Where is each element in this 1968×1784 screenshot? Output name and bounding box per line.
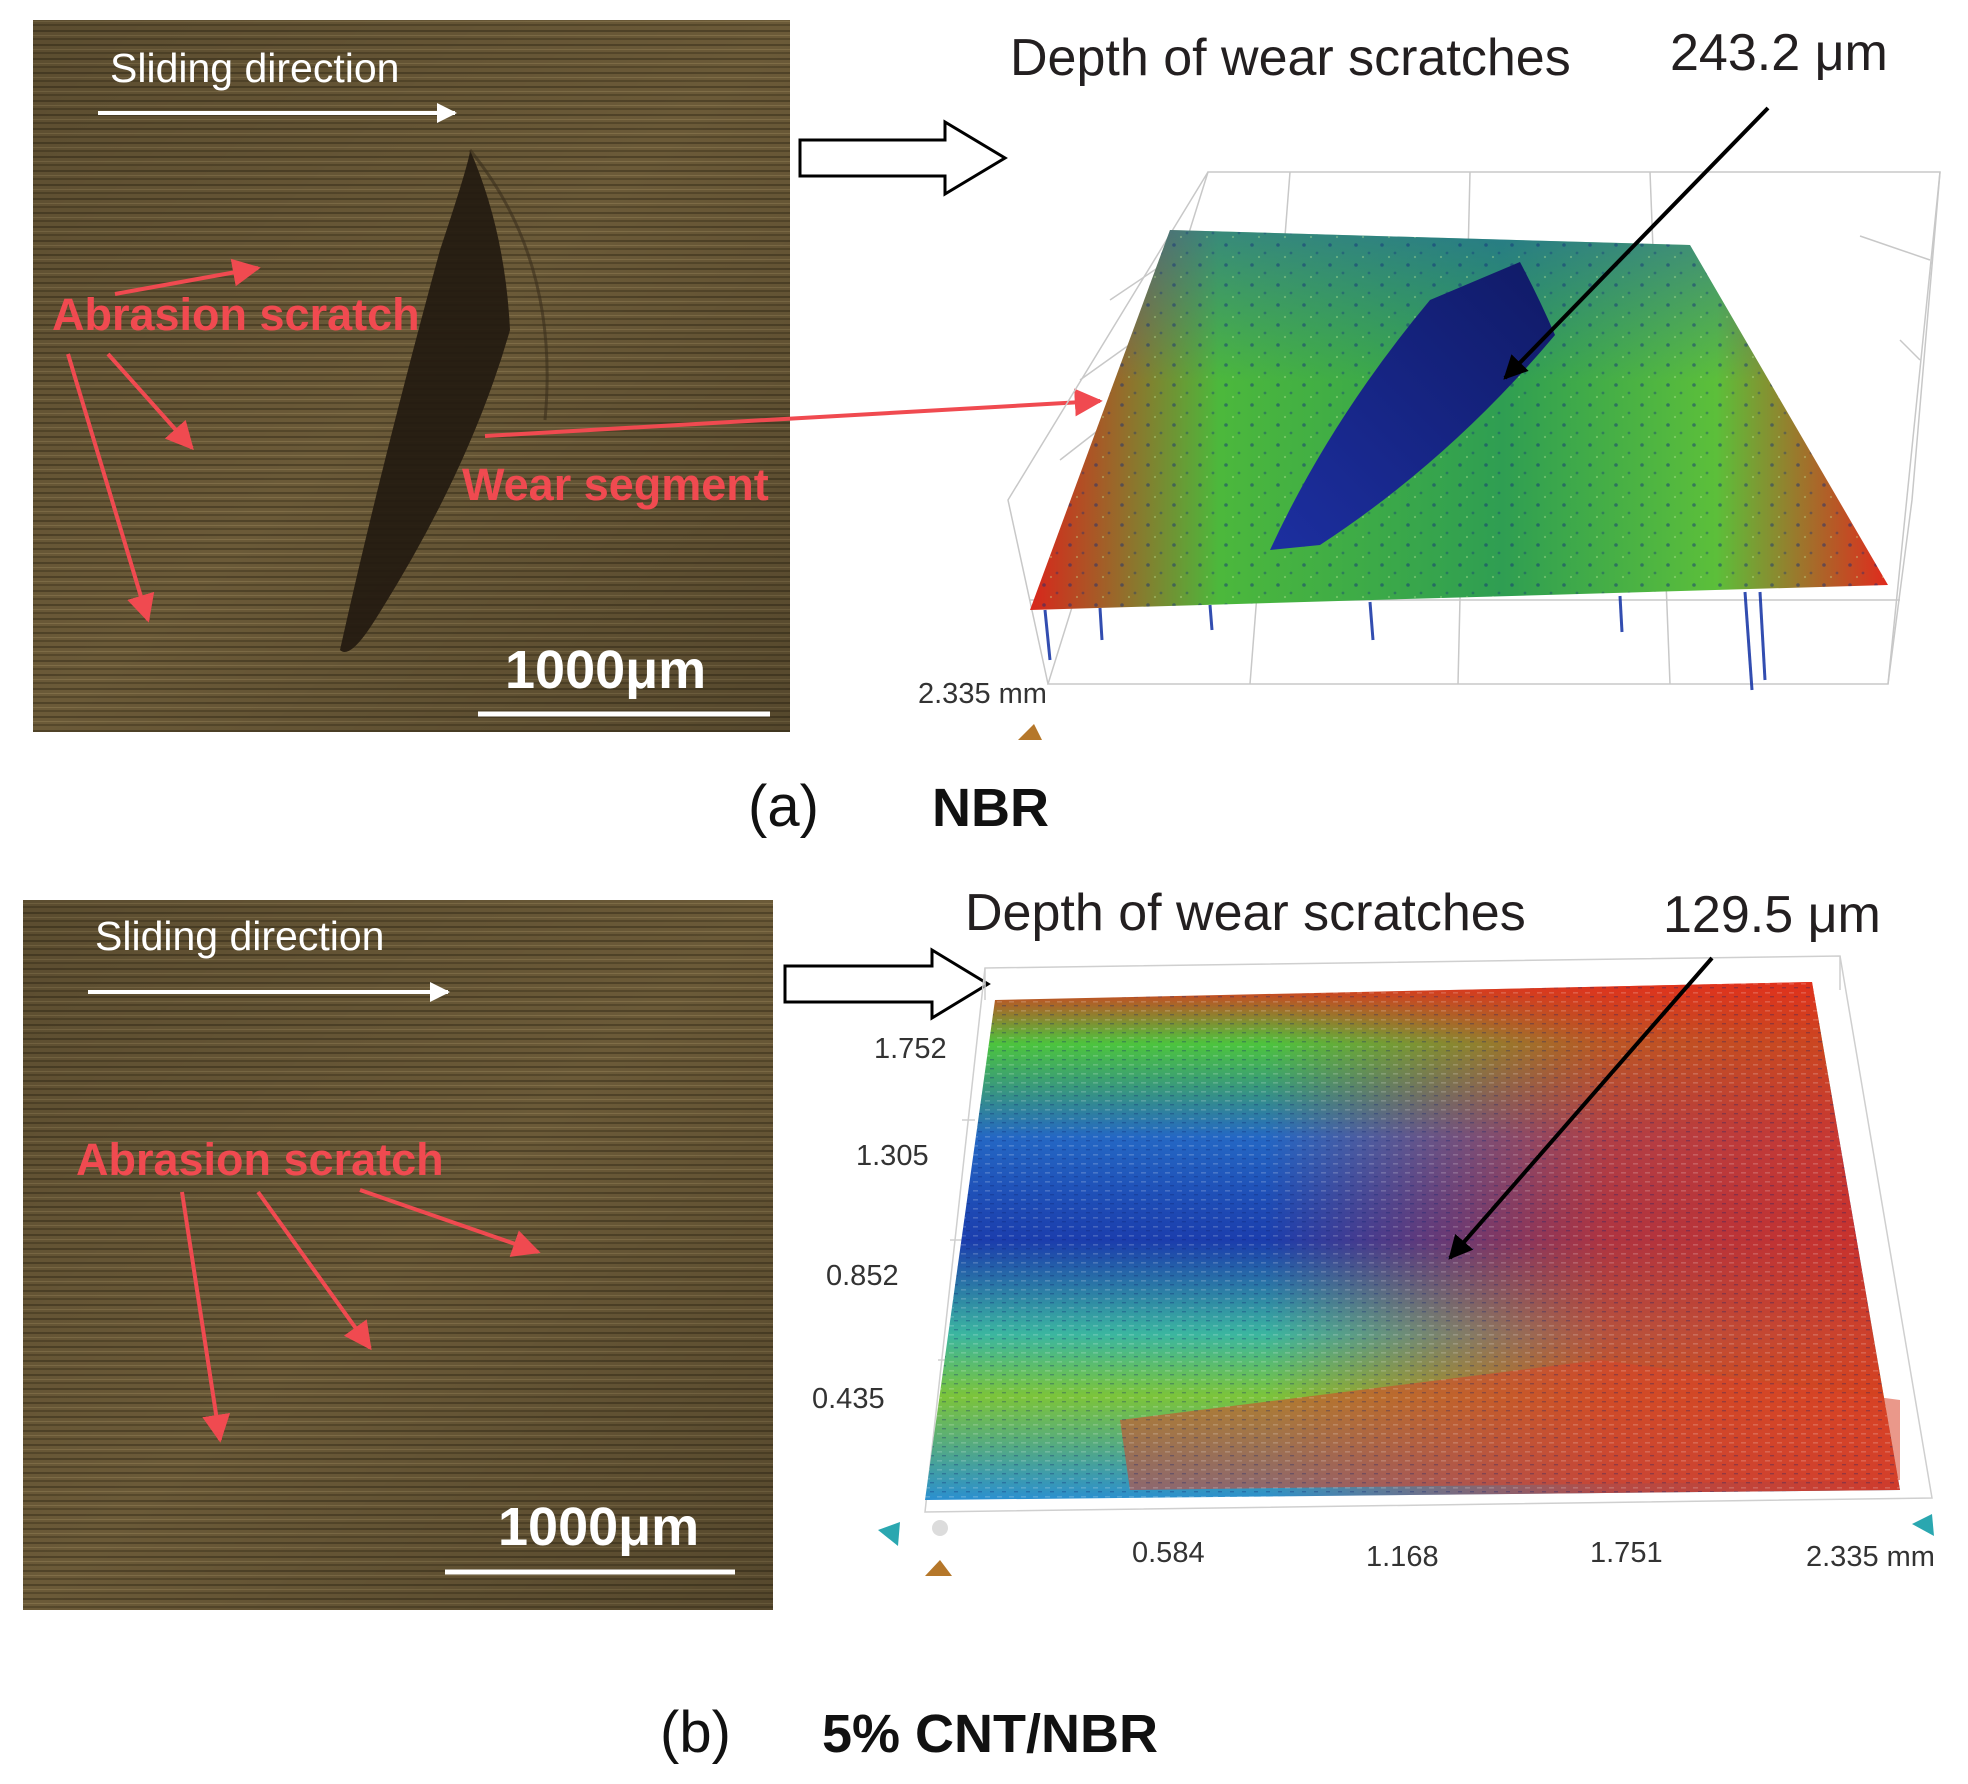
block-arrow-b	[783, 947, 991, 1021]
wear-segment-mark	[340, 150, 510, 652]
surface-profile-a: 2.335 mm	[918, 171, 1941, 740]
micrograph-b	[23, 900, 773, 1610]
x-tick-1: 0.584	[1132, 1537, 1205, 1569]
depth-arrow-a	[1503, 106, 1770, 380]
abrasion-arrow-b3	[180, 1191, 231, 1443]
scale-bar-label-b: 1000μm	[498, 1497, 699, 1557]
x-tick-3: 1.751	[1590, 1537, 1663, 1569]
axis-marker-a	[1018, 724, 1042, 740]
micrograph-a	[33, 20, 790, 732]
sliding-direction-label-a: Sliding direction	[110, 45, 399, 91]
depth-title-a: Depth of wear scratches	[1010, 29, 1571, 87]
caption-material-a: NBR	[932, 778, 1049, 838]
axis-marker-b3	[925, 1560, 952, 1576]
y-tick-3: 0.852	[826, 1260, 899, 1292]
wear-segment-arrow	[484, 388, 1103, 438]
abrasion-arrow-a2	[106, 352, 194, 451]
abrasion-arrow-a1	[114, 258, 261, 296]
block-arrow-a	[798, 119, 1008, 197]
y-tick-1: 1.752	[874, 1033, 947, 1065]
x-tick-2: 1.168	[1366, 1541, 1439, 1573]
abrasion-arrow-b1	[359, 1188, 541, 1257]
caption-material-b: 5% CNT/NBR	[822, 1704, 1158, 1764]
axis-marker-b1	[878, 1522, 900, 1546]
axis-marker-b4	[1912, 1514, 1934, 1536]
axis-label-a: 2.335 mm	[918, 678, 1047, 710]
surface-profile-b: 1.752 1.305 0.852 0.435 0.584 1.168 1.75…	[812, 955, 1935, 1576]
depth-arrow-b	[1448, 956, 1714, 1260]
axis-marker-b2	[932, 1520, 948, 1536]
sliding-direction-label-b: Sliding direction	[95, 913, 384, 959]
depth-title-b: Depth of wear scratches	[965, 884, 1526, 942]
abrasion-arrow-a3	[66, 353, 155, 623]
wear-segment-label: Wear segment	[462, 459, 769, 510]
depth-value-b: 129.5 μm	[1663, 886, 1881, 944]
y-tick-2: 1.305	[856, 1140, 929, 1172]
panel-a: Sliding direction Abrasion scratch Wear …	[33, 20, 1941, 839]
wear-groove	[1270, 262, 1555, 550]
panel-b: Sliding direction Abrasion scratch 1000μ…	[23, 884, 1935, 1765]
abrasion-scratch-label-b: Abrasion scratch	[76, 1134, 444, 1185]
x-tick-4: 2.335 mm	[1806, 1541, 1935, 1573]
abrasion-arrow-b2	[256, 1190, 372, 1351]
depth-value-a: 243.2 μm	[1670, 24, 1888, 82]
abrasion-scratch-label-a: Abrasion scratch	[52, 289, 420, 340]
y-tick-4: 0.435	[812, 1383, 885, 1415]
caption-letter-b: (b)	[660, 1700, 731, 1765]
scale-bar-label-a: 1000μm	[505, 640, 706, 700]
caption-letter-a: (a)	[748, 774, 819, 839]
